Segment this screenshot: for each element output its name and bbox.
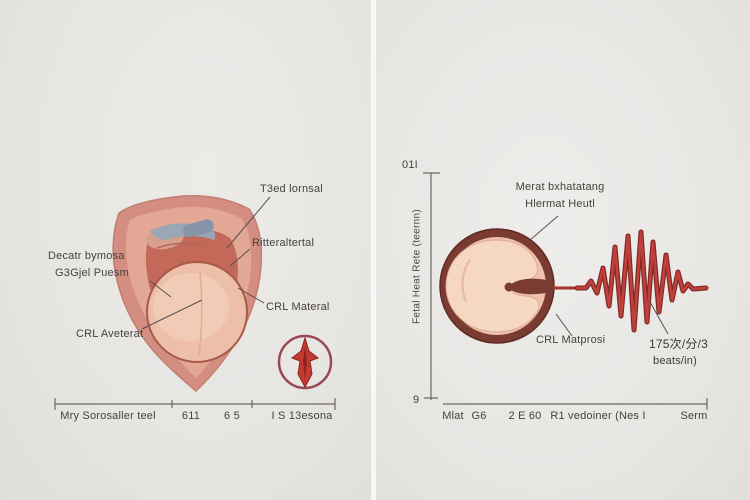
label-decidua-line1: Decatr bymosa xyxy=(48,250,125,262)
label-decidua-line2: G3Gjel Puesm xyxy=(55,267,129,279)
uterus-illustration xyxy=(112,195,263,393)
left-axis-label-0: Mry Sorosaller teel xyxy=(60,410,156,422)
fhr-yaxis-bottom-value: 9 xyxy=(413,394,420,406)
left-leader-lines xyxy=(141,196,271,330)
panel-divider xyxy=(371,0,376,500)
fhr-yaxis-top-value: 01I xyxy=(402,159,418,171)
right-axis-label-2: 2 E 60 xyxy=(508,410,542,422)
label-mid-right-structure: Ritteraltertal xyxy=(252,237,315,249)
heartbeat-waveform xyxy=(552,229,709,333)
right-leader-lines xyxy=(529,215,669,337)
label-crl-embryo: CRL Matprosi xyxy=(536,334,606,346)
right-axis-label-3: R1 vedoiner (Nes I xyxy=(550,410,646,422)
left-scale-axis xyxy=(54,398,336,410)
heart-rate-unit: beats/in) xyxy=(653,355,697,367)
right-axis-label-0: Mlat xyxy=(442,410,464,422)
left-axis-label-1: 611 xyxy=(181,410,201,422)
label-crl-left: CRL Aveterat xyxy=(76,328,144,340)
heart-rate-value: 175次/分/3 xyxy=(649,337,708,351)
right-axis-label-4: Serm xyxy=(680,410,708,422)
right-panel xyxy=(376,0,750,500)
label-top-structure: T3ed lornsal xyxy=(260,183,323,195)
left-axis-label-3: I S 13esona xyxy=(271,410,333,422)
label-fetal-heart-line1: Merat bxhatatang xyxy=(515,181,605,193)
fhr-yaxis-title: Fetal Heat Rete (teernn) xyxy=(411,208,423,325)
embryo-illustration xyxy=(439,228,555,344)
left-axis-label-2: 6 5 xyxy=(224,410,240,422)
label-crl-right: CRL Materal xyxy=(266,301,330,313)
label-fetal-heart-line2: Hlermat Heutl xyxy=(525,198,595,210)
uterus-arrow-badge-icon xyxy=(277,334,333,390)
fhr-axes xyxy=(423,172,708,410)
right-axis-label-1: G6 xyxy=(471,410,487,422)
